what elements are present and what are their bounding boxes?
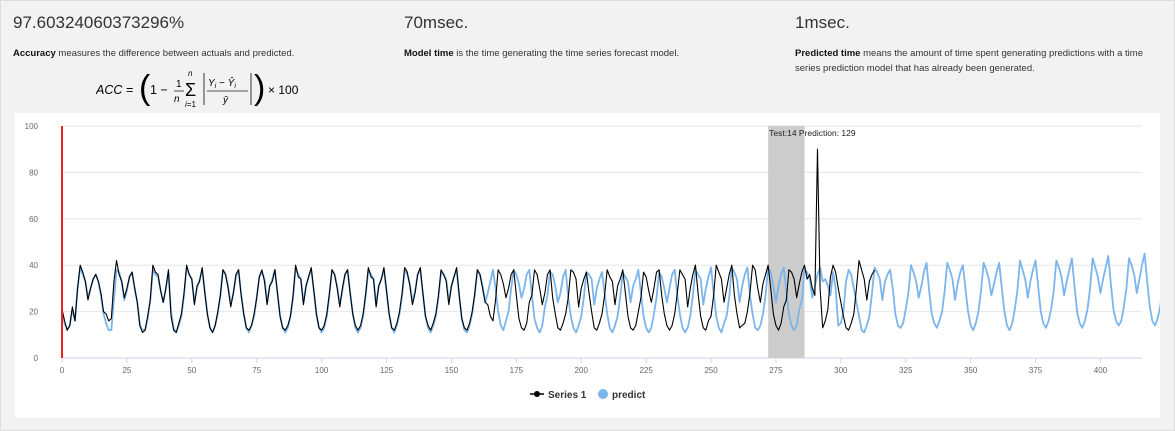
accuracy-formula: ACC = ( 1 − 1 n n Σ i=1 Yi − Ŷi ȳ ) × 10… — [95, 67, 311, 114]
x-tick-label: 225 — [639, 366, 653, 375]
x-tick-label: 0 — [60, 366, 65, 375]
svg-text:× 100: × 100 — [268, 83, 299, 97]
predicted-time-text: means the amount of time spent generatin… — [795, 48, 1143, 74]
x-tick-label: 350 — [964, 366, 978, 375]
svg-text:ȳ: ȳ — [222, 95, 229, 106]
accuracy-description: Accuracy measures the difference between… — [13, 46, 343, 61]
y-tick-label: 20 — [29, 308, 38, 317]
predicted-time-term: Predicted time — [795, 48, 861, 59]
y-tick-label: 80 — [29, 168, 38, 177]
legend-series1-marker — [534, 391, 540, 397]
legend-predict-label[interactable]: predict — [612, 390, 646, 401]
x-tick-label: 125 — [380, 366, 394, 375]
accuracy-term: Accuracy — [13, 48, 56, 59]
forecast-chart[interactable]: Test:14 Prediction: 129 0 20 40 60 80 100 0 25… — [15, 113, 1172, 418]
x-tick-label: 50 — [187, 366, 196, 375]
svg-text:(: ( — [139, 69, 151, 107]
y-tick-label: 60 — [29, 215, 38, 224]
x-tick-label: 175 — [510, 366, 524, 375]
chart-grid — [62, 125, 1142, 359]
forecast-chart-container: Test:14 Prediction: 129 0 20 40 60 80 100 0 25… — [15, 113, 1172, 418]
svg-text:1: 1 — [176, 79, 182, 90]
x-tick-label: 25 — [122, 366, 131, 375]
series-layer — [61, 148, 1172, 334]
x-tick-label: 100 — [315, 366, 329, 375]
x-tick-label: 250 — [704, 366, 718, 375]
test-band — [768, 126, 805, 358]
svg-text:1 −: 1 − — [150, 83, 168, 97]
test-band-label: Test:14 Prediction: 129 — [769, 128, 856, 138]
predicted-time-description: Predicted time means the amount of time … — [795, 46, 1165, 76]
legend-predict-marker — [598, 389, 608, 399]
model-time-description: Model time is the time generating the ti… — [404, 46, 744, 61]
x-tick-label: 375 — [1029, 366, 1043, 375]
model-time-value: 70msec. — [404, 13, 469, 32]
predicted-time-value: 1msec. — [795, 13, 850, 32]
accuracy-text: measures the difference between actuals … — [55, 48, 295, 59]
svg-text:ACC: ACC — [96, 83, 123, 97]
predicted-time-metric: 1msec. Predicted time means the amount o… — [795, 13, 1165, 76]
chart-legend[interactable]: Series 1 predict — [530, 389, 646, 401]
x-tick-label: 325 — [899, 366, 913, 375]
model-time-text: is the time generating the time series f… — [453, 48, 680, 59]
x-tick-label: 150 — [445, 366, 459, 375]
y-axis: 0 20 40 60 80 100 — [25, 122, 39, 363]
model-time-term: Model time — [404, 48, 454, 59]
series1-line — [61, 148, 876, 334]
formula-graphic: ACC = ( 1 − 1 n n Σ i=1 Yi − Ŷi ȳ ) × 10… — [95, 69, 299, 109]
y-tick-label: 100 — [25, 122, 39, 131]
svg-text:): ) — [254, 69, 265, 107]
y-tick-label: 40 — [29, 261, 38, 270]
svg-text:Σ: Σ — [185, 80, 196, 100]
legend-series1-label[interactable]: Series 1 — [548, 390, 587, 401]
accuracy-value: 97.60324060373296% — [13, 13, 185, 32]
svg-text:n: n — [174, 94, 180, 105]
x-tick-label: 300 — [834, 366, 848, 375]
x-tick-label: 275 — [769, 366, 783, 375]
svg-text:i=1: i=1 — [185, 100, 196, 109]
x-tick-label: 200 — [575, 366, 589, 375]
model-time-metric: 70msec. Model time is the time generatin… — [404, 13, 744, 61]
y-tick-label: 0 — [34, 354, 39, 363]
accuracy-metric: 97.60324060373296% Accuracy measures the… — [13, 13, 343, 61]
x-axis: 0 25 50 75 100 125 150 175 200 225 250 275 300 325 350… — [60, 358, 1108, 375]
svg-text:Yi − Ŷi: Yi − Ŷi — [208, 76, 236, 90]
x-tick-label: 75 — [252, 366, 261, 375]
svg-text:n: n — [188, 69, 193, 78]
x-tick-label: 400 — [1094, 366, 1108, 375]
svg-text:=: = — [126, 83, 133, 97]
